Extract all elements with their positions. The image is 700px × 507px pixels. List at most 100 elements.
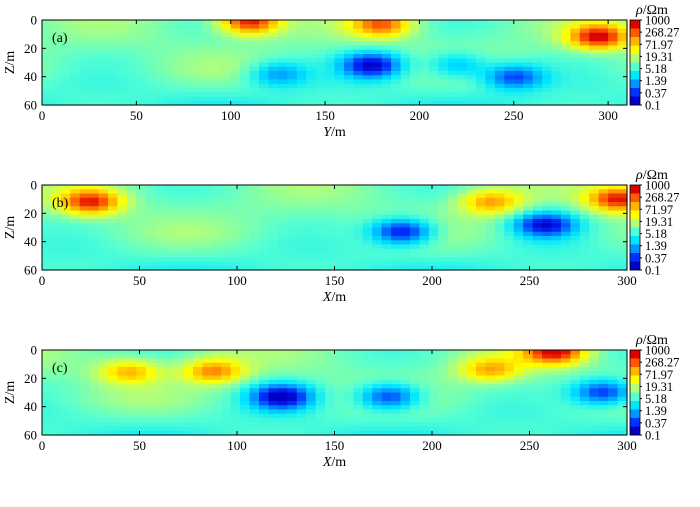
heatmap-cell	[287, 227, 298, 233]
y-axis-label-c: Z/m	[3, 381, 18, 404]
heatmap-cell	[277, 422, 288, 428]
heatmap-cell	[513, 28, 524, 34]
heatmap-cell	[98, 62, 109, 68]
heatmap-cell	[409, 41, 421, 47]
heatmap-cell	[494, 210, 505, 216]
heatmap-cell	[259, 189, 270, 195]
heatmap-cell	[362, 88, 373, 93]
colorbar-tick-label: 268.27	[645, 191, 679, 205]
heatmap-cell	[391, 388, 402, 394]
heatmap-cell	[183, 426, 194, 432]
heatmap-cell	[155, 79, 166, 85]
heatmap-cell	[579, 265, 590, 271]
heatmap-cell	[89, 28, 100, 34]
heatmap-cell	[466, 88, 477, 93]
heatmap-cell	[438, 426, 449, 432]
heatmap-cell	[202, 92, 213, 98]
heatmap-cell	[391, 62, 402, 68]
heatmap-cell	[542, 206, 553, 212]
heatmap-cell	[315, 413, 326, 419]
heatmap-cell	[494, 100, 505, 106]
heatmap-cell	[79, 54, 90, 59]
heatmap-cell	[60, 418, 71, 423]
heatmap-cell	[306, 240, 317, 246]
heatmap-cell	[362, 54, 373, 59]
heatmap-cell	[60, 202, 71, 207]
heatmap-cell	[60, 92, 71, 98]
heatmap-cell	[268, 202, 279, 207]
heatmap-cell	[447, 92, 458, 98]
heatmap-cell	[617, 248, 628, 254]
heatmap-cell	[532, 396, 543, 402]
heatmap-cell	[155, 430, 166, 436]
heatmap-cell	[240, 358, 251, 364]
heatmap-cell	[183, 396, 194, 402]
heatmap-cell	[202, 388, 213, 394]
heatmap-cell	[287, 193, 298, 199]
heatmap-cell	[400, 83, 411, 89]
heatmap-cell	[570, 92, 581, 98]
heatmap-cell	[560, 223, 571, 229]
heatmap-cell	[221, 96, 232, 102]
heatmap-cell	[589, 392, 600, 398]
heatmap-cell	[579, 88, 590, 93]
heatmap-cell	[42, 219, 53, 224]
heatmap-cell	[287, 265, 298, 271]
heatmap-cell	[579, 96, 590, 102]
heatmap-cell	[419, 83, 430, 89]
heatmap-cell	[598, 96, 609, 102]
heatmap-cell	[51, 227, 62, 233]
heatmap-cell	[126, 248, 137, 254]
heatmap-cell	[485, 100, 496, 106]
heatmap-cell	[89, 88, 100, 93]
heatmap-cell	[457, 418, 468, 423]
heatmap-cell	[485, 24, 496, 30]
heatmap-cell	[353, 248, 364, 254]
heatmap-cell	[494, 223, 505, 229]
heatmap-cell	[221, 388, 232, 394]
heatmap-cell	[211, 236, 222, 241]
heatmap-cell	[551, 371, 562, 377]
heatmap-cell	[183, 371, 194, 377]
heatmap-cell	[42, 96, 53, 102]
heatmap-cell	[598, 223, 609, 229]
heatmap-cell	[259, 49, 270, 55]
heatmap-cell	[617, 202, 628, 207]
heatmap-cell	[381, 96, 392, 102]
heatmap-cell	[400, 384, 411, 389]
heatmap-cell	[447, 418, 458, 423]
heatmap-cell	[589, 210, 600, 216]
heatmap-cell	[211, 202, 222, 207]
heatmap-cell	[211, 223, 222, 229]
heatmap-cell	[419, 92, 430, 98]
heatmap-cell	[277, 219, 288, 224]
heatmap-cell	[570, 185, 581, 190]
heatmap-cell	[79, 28, 90, 34]
heatmap-cell	[400, 92, 411, 98]
heatmap-cell	[211, 396, 222, 402]
heatmap-cell	[98, 413, 109, 419]
heatmap-cell	[51, 261, 62, 267]
heatmap-cell	[617, 210, 628, 216]
heatmap-cell	[362, 362, 373, 368]
heatmap-cell	[183, 379, 194, 385]
heatmap-cell	[523, 362, 534, 368]
y-tick-label: 40	[24, 399, 37, 414]
heatmap-cell	[164, 79, 175, 85]
heatmap-cell	[560, 396, 571, 402]
heatmap-cell	[476, 354, 487, 360]
heatmap-cell	[164, 265, 175, 271]
heatmap-cell	[230, 261, 241, 267]
heatmap-cell	[192, 202, 204, 207]
heatmap-cell	[315, 362, 326, 368]
heatmap-cell	[126, 396, 137, 402]
heatmap-cell	[391, 49, 402, 55]
heatmap-cell	[277, 193, 288, 199]
heatmap-cell	[98, 430, 109, 436]
heatmap-cell	[296, 413, 307, 419]
heatmap-cell	[513, 426, 524, 432]
heatmap-cell	[381, 185, 392, 190]
heatmap-cell	[315, 418, 326, 423]
heatmap-cell	[249, 49, 260, 55]
heatmap-cell	[60, 362, 71, 368]
